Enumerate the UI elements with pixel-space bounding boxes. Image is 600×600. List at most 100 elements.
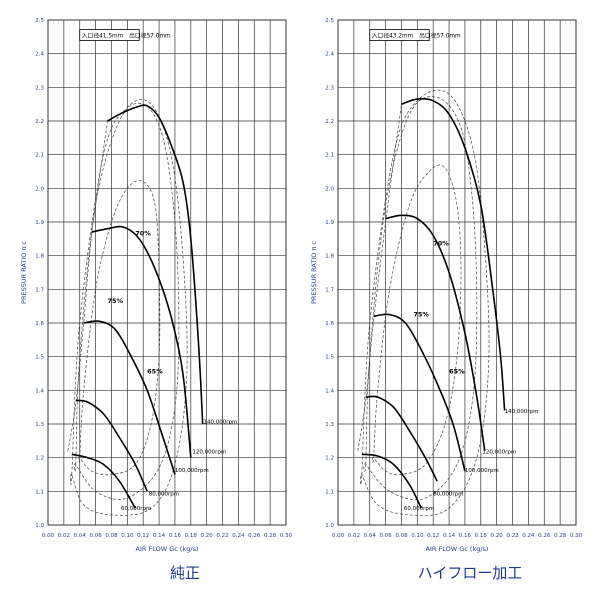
efficiency-island-70pct bbox=[363, 96, 478, 501]
x-tick-label: 0.10 bbox=[121, 533, 134, 539]
y-tick-label: 1.8 bbox=[325, 254, 334, 260]
x-tick-label: 0.24 bbox=[522, 533, 535, 539]
x-tick-label: 0.22 bbox=[216, 533, 228, 539]
efficiency-label: 75% bbox=[413, 310, 429, 318]
compressor-map-left: 0.00 0.02 0.04 0.06 0.08 0.10 0.12 0.14 0.16 0.18… bbox=[20, 18, 293, 553]
y-tick-label: 2.4 bbox=[325, 52, 334, 58]
y-tick-label: 1.2 bbox=[35, 456, 44, 462]
x-tick-label: 0.00 bbox=[42, 533, 55, 539]
speed-label: 140,000rpm bbox=[505, 409, 539, 415]
y-tick-label: 1.0 bbox=[35, 523, 44, 529]
speed-label: 80,000rpm bbox=[433, 492, 463, 498]
y-tick-label: 2.1 bbox=[325, 153, 334, 159]
x-tick-label: 0.30 bbox=[570, 533, 583, 539]
speed-label: 100,000rpm bbox=[465, 468, 499, 474]
speed-label: 60,000rpm bbox=[404, 506, 434, 512]
y-tick-label: 1.9 bbox=[325, 220, 334, 226]
x-tick-label: 0.18 bbox=[475, 533, 488, 539]
caption-stock: 純正 bbox=[169, 564, 200, 582]
y-tick-label: 1.1 bbox=[325, 489, 334, 495]
speed-line-100000 bbox=[83, 320, 176, 475]
y-tick-label: 2.1 bbox=[35, 153, 44, 159]
x-tick-label: 0.22 bbox=[506, 533, 518, 539]
x-tick-label: 0.14 bbox=[443, 533, 456, 539]
y-tick-label: 1.2 bbox=[325, 456, 334, 462]
efficiency-label: 70% bbox=[433, 240, 449, 248]
x-tick-label: 0.06 bbox=[379, 533, 392, 539]
efficiency-island-75pct bbox=[372, 164, 462, 476]
speed-line-60000 bbox=[71, 453, 136, 509]
y-axis-label: PRESSUR RATIO π c bbox=[310, 241, 318, 304]
y-tick-label: 1.7 bbox=[325, 287, 334, 293]
x-tick-label: 0.02 bbox=[58, 533, 70, 539]
y-tick-label: 2.5 bbox=[35, 18, 44, 24]
efficiency-label: 75% bbox=[108, 297, 124, 305]
x-tick-label: 0.10 bbox=[411, 533, 424, 539]
x-tick-label: 0.04 bbox=[364, 533, 377, 539]
efficiency-label: 65% bbox=[147, 368, 163, 376]
x-tick-label: 0.12 bbox=[137, 533, 149, 539]
speed-label: 60,000rpm bbox=[121, 506, 151, 512]
speed-label: 120,000rpm bbox=[482, 450, 516, 456]
x-tick-label: 0.28 bbox=[554, 533, 567, 539]
y-tick-label: 1.0 bbox=[325, 523, 334, 529]
caption-highflow: ハイフロー加工 bbox=[417, 564, 523, 582]
x-tick-label: 0.26 bbox=[248, 533, 261, 539]
y-tick-label: 2.3 bbox=[325, 85, 334, 91]
speed-line-80000 bbox=[75, 399, 148, 492]
spec-box bbox=[79, 29, 140, 41]
x-tick-label: 0.06 bbox=[89, 533, 102, 539]
x-tick-label: 0.28 bbox=[264, 533, 277, 539]
speed-label: 80,000rpm bbox=[149, 492, 179, 498]
spec-box-label: 入口径43.2mm 出口径57.0mm bbox=[372, 32, 461, 40]
efficiency-label: 65% bbox=[449, 368, 465, 376]
x-tick-label: 0.16 bbox=[459, 533, 472, 539]
efficiency-island-75pct bbox=[78, 180, 161, 476]
speed-line-60000 bbox=[361, 453, 423, 509]
speed-line-140000 bbox=[107, 104, 204, 425]
compressor-map-right: 0.00 0.02 0.04 0.06 0.08 0.10 0.12 0.14 0.16 0.18… bbox=[310, 18, 583, 553]
y-tick-label: 1.6 bbox=[325, 321, 334, 327]
speed-label: 100,000rpm bbox=[175, 468, 209, 474]
x-tick-label: 0.08 bbox=[105, 533, 118, 539]
speed-line-80000 bbox=[365, 395, 438, 482]
y-tick-label: 2.2 bbox=[35, 119, 44, 125]
x-tick-label: 0.16 bbox=[169, 533, 182, 539]
efficiency-label: 70% bbox=[135, 229, 151, 237]
y-tick-label: 1.3 bbox=[325, 422, 334, 428]
speed-line-120000 bbox=[385, 214, 486, 452]
efficiency-island-65pct bbox=[359, 89, 490, 516]
y-tick-label: 2.0 bbox=[35, 186, 44, 192]
x-tick-label: 0.08 bbox=[395, 533, 408, 539]
y-tick-label: 1.4 bbox=[35, 388, 44, 394]
y-tick-label: 1.8 bbox=[35, 254, 44, 260]
y-tick-label: 2.3 bbox=[35, 85, 44, 91]
y-tick-label: 2.0 bbox=[325, 186, 334, 192]
speed-line-120000 bbox=[91, 225, 192, 458]
speed-label: 120,000rpm bbox=[192, 450, 226, 456]
x-tick-label: 0.20 bbox=[491, 533, 504, 539]
y-tick-label: 1.1 bbox=[35, 489, 44, 495]
plot-frame bbox=[337, 19, 577, 526]
y-tick-label: 1.6 bbox=[35, 321, 44, 327]
plot-frame bbox=[47, 19, 287, 526]
y-tick-label: 2.5 bbox=[325, 18, 334, 24]
spec-box-label: 入口径41.5mm 出口径57.0mm bbox=[82, 32, 171, 40]
efficiency-island-65pct bbox=[70, 99, 188, 516]
x-axis-label: AIR FLOW Gc (kg/s) bbox=[136, 545, 199, 553]
y-tick-label: 1.9 bbox=[35, 220, 44, 226]
y-tick-label: 2.2 bbox=[325, 119, 334, 125]
x-axis-label: AIR FLOW Gc (kg/s) bbox=[426, 545, 489, 553]
y-tick-label: 1.5 bbox=[325, 355, 334, 361]
x-tick-label: 0.02 bbox=[348, 533, 360, 539]
speed-line-100000 bbox=[373, 313, 466, 472]
speed-line-140000 bbox=[401, 97, 506, 411]
y-tick-label: 1.5 bbox=[35, 355, 44, 361]
x-tick-label: 0.04 bbox=[74, 533, 87, 539]
x-tick-label: 0.24 bbox=[232, 533, 245, 539]
y-tick-label: 1.4 bbox=[325, 388, 334, 394]
y-tick-label: 2.4 bbox=[35, 52, 44, 58]
y-tick-label: 1.7 bbox=[35, 287, 44, 293]
x-tick-label: 0.18 bbox=[185, 533, 198, 539]
